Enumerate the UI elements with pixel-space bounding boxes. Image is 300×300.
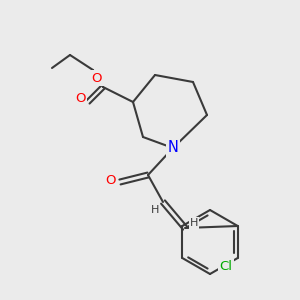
Text: O: O [92, 71, 102, 85]
Text: N: N [168, 140, 178, 155]
Text: O: O [75, 92, 85, 106]
Text: H: H [151, 205, 159, 215]
Text: O: O [106, 173, 116, 187]
Text: Cl: Cl [219, 260, 232, 272]
Text: H: H [190, 218, 198, 228]
